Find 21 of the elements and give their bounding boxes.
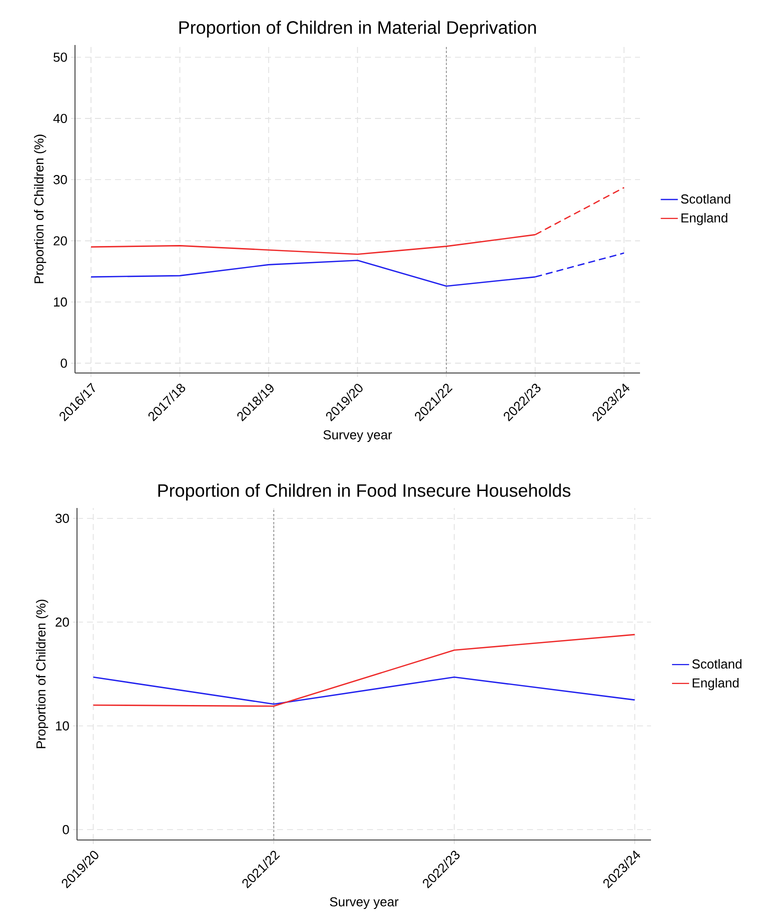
- y-tick-label: 50: [54, 52, 67, 62]
- y-tick-label: 0: [60, 358, 67, 368]
- y-tick-label: 40: [53, 114, 67, 124]
- chart-title: Proportion of Children in Food Insecure Households: [158, 484, 570, 500]
- y-tick-label: 20: [56, 618, 69, 627]
- line-series: [92, 634, 636, 707]
- y-tick-label: 30: [56, 514, 69, 523]
- legend-label: England: [692, 678, 739, 690]
- y-tick-label: 10: [56, 721, 69, 730]
- chart-title: Proportion of Children in Material Deprivation: [179, 20, 536, 38]
- legend-label: England: [681, 212, 728, 226]
- y-tick-label: 0: [62, 825, 69, 834]
- y-tick-label: 20: [54, 236, 67, 246]
- legend-label: Scotland: [681, 194, 730, 204]
- legend-label: Scotland: [692, 659, 742, 669]
- y-axis-title: Proportion of Children (%): [34, 134, 46, 284]
- x-axis-title: Survey year: [330, 897, 398, 909]
- y-tick-label: 30: [54, 175, 67, 184]
- x-axis-title: Survey year: [323, 430, 392, 442]
- y-axis-title: Proportion of Children (%): [36, 600, 48, 748]
- y-tick-label: 10: [54, 297, 67, 307]
